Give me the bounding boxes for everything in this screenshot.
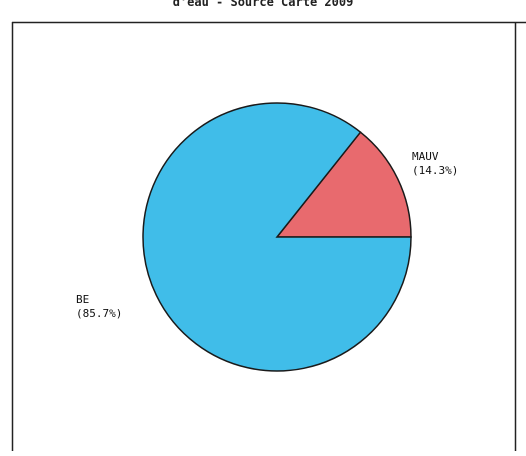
pie-slices — [142, 102, 412, 372]
slice-name-label: BE — [76, 293, 89, 306]
pie-slice-mauv — [275, 131, 412, 238]
pie-labels: MAUV(14.3%) BE(85.7%) — [76, 150, 458, 320]
slice-percent-label: (85.7%) — [76, 307, 122, 320]
chart-title: d'eau - Source Carte 2009 — [172, 0, 354, 9]
slice-percent-label: (14.3%) — [412, 164, 458, 177]
slice-name-label: MAUV — [412, 150, 439, 163]
pie-slice-be — [142, 102, 412, 372]
